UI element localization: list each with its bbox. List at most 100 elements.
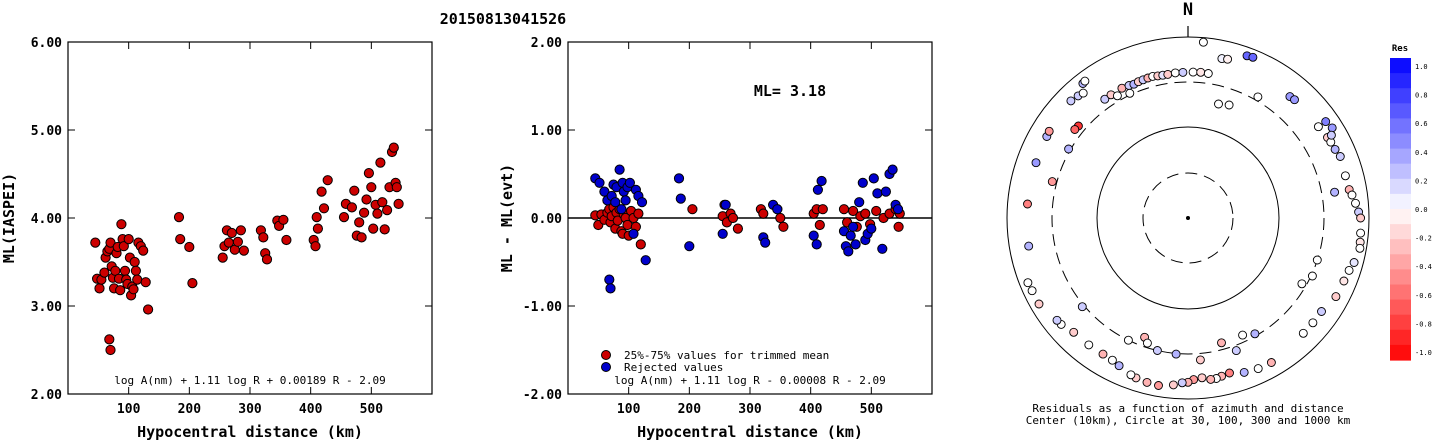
- colorbar-segment: [1390, 163, 1411, 180]
- residual-point: [1070, 125, 1080, 134]
- plot1-point: [372, 208, 383, 219]
- plot2-ml-annotation: ML= 3.18: [754, 82, 826, 100]
- colorbar-segment: [1390, 224, 1411, 240]
- plot1-ytick-label: 2.00: [31, 388, 62, 403]
- plot2-point: [868, 173, 879, 184]
- plot1-point: [132, 274, 143, 285]
- plot2-point: [628, 228, 639, 239]
- page-title: 20150813041526: [440, 10, 566, 28]
- plot1-point: [232, 236, 243, 247]
- plot1-axes: 100 200 300 400 500 2.00 3.00 4.00 5.00 6.00: [31, 36, 432, 417]
- colorbar-label: -0.8: [1415, 320, 1432, 328]
- plot2-point: [635, 239, 646, 250]
- colorbar-segment: [1390, 269, 1411, 286]
- colorbar-label: 0.0: [1415, 206, 1428, 214]
- plot2-point: [758, 208, 769, 219]
- residual-point: [1114, 361, 1124, 371]
- residual-point: [1107, 355, 1117, 365]
- plot1-xtick-label: 500: [360, 402, 384, 417]
- plot1-formula: log A(nm) + 1.11 log R + 0.00189 R - 2.0…: [114, 374, 386, 387]
- plot2-ytick-label: 1.00: [531, 124, 562, 139]
- plot2-xtick-label: 500: [860, 402, 884, 417]
- plot2-point: [808, 230, 819, 241]
- plot1-point: [316, 186, 327, 197]
- ring-300km: [1051, 81, 1325, 355]
- legend-rejected-marker: [601, 362, 611, 372]
- plot1-point: [322, 175, 333, 186]
- plot2-xtick-label: 100: [617, 402, 641, 417]
- residual-point: [1123, 335, 1133, 345]
- caption-line-2: Center (10km), Circle at 30, 100, 300 an…: [1026, 414, 1351, 427]
- plot2-point: [675, 193, 686, 204]
- residual-point: [1307, 271, 1317, 281]
- residual-point: [1297, 279, 1307, 289]
- residual-point: [1178, 67, 1188, 77]
- plot2-point: [817, 204, 828, 215]
- residual-point: [1206, 374, 1216, 384]
- residual-point: [1034, 299, 1044, 309]
- plot3-points: [1023, 37, 1366, 390]
- ring-1000km: [1006, 36, 1370, 400]
- residual-point: [1231, 346, 1241, 356]
- residual-point: [1248, 52, 1258, 62]
- residual-point: [1195, 355, 1205, 365]
- legend-accepted-marker: [601, 350, 611, 360]
- plot1-xtick-label: 400: [299, 402, 323, 417]
- residual-point: [1024, 241, 1034, 251]
- plot2-point: [732, 223, 744, 234]
- residual-point: [1330, 144, 1340, 154]
- residual-point: [1066, 96, 1076, 106]
- residual-point: [1044, 126, 1054, 136]
- residual-point: [1168, 380, 1178, 390]
- plot1-point: [175, 234, 186, 245]
- plot2-point: [687, 204, 698, 215]
- residual-point: [1321, 117, 1331, 127]
- plot2-xlabel: Hypocentral distance (km): [637, 423, 863, 441]
- plot1-point: [143, 304, 154, 315]
- plot1-point: [318, 203, 330, 214]
- colorbar-segment: [1390, 133, 1411, 150]
- panel-residual-vs-distance: 100 200 300 400 500 -2.00 -1.00 0.00 1.00 2.00 Hy…: [498, 36, 933, 441]
- residual-point: [1152, 346, 1162, 355]
- plot2-point: [872, 188, 883, 199]
- plot2-point: [616, 204, 627, 215]
- plot1-points: [90, 142, 404, 356]
- plot1-point: [368, 223, 379, 234]
- plot1-point: [354, 217, 365, 228]
- plot2-point: [772, 204, 783, 215]
- residual-point: [1313, 122, 1323, 132]
- legend-rejected-label: Rejected values: [624, 361, 723, 374]
- plot1-ytick-label: 5.00: [31, 124, 62, 139]
- plot1-point: [312, 223, 323, 234]
- residual-point: [1317, 307, 1326, 316]
- colorbar: 1.0 0.8 0.6 0.4 0.2 0.0 -0.2 -0.4 -0.6 -0.8 -1.0: [1390, 58, 1432, 361]
- plot1-ylabel: ML(IASPEI): [0, 173, 18, 263]
- residual-point: [1023, 199, 1032, 209]
- residual-point: [1125, 88, 1135, 98]
- residual-point: [1126, 370, 1136, 380]
- residual-point: [1142, 377, 1152, 387]
- residual-point: [1356, 228, 1366, 238]
- residual-point: [1355, 243, 1365, 253]
- plot1-point: [258, 232, 269, 243]
- plot2-points: [590, 164, 905, 294]
- panel-ml-vs-distance: 100 200 300 400 500 2.00 3.00 4.00 5.00 6.00 Hypo…: [0, 36, 433, 441]
- plot2-point: [838, 204, 850, 215]
- residual-point: [1069, 327, 1079, 337]
- colorbar-segment: [1390, 58, 1411, 74]
- colorbar-segment: [1390, 329, 1411, 346]
- colorbar-label: 1.0: [1415, 63, 1428, 71]
- plot2-point: [673, 173, 685, 184]
- plot2-point: [843, 246, 854, 257]
- residual-point: [1031, 158, 1041, 168]
- colorbar-label: -0.6: [1415, 292, 1432, 300]
- residual-point: [1080, 76, 1090, 86]
- residual-point: [1052, 315, 1062, 325]
- plot2-point: [684, 241, 695, 252]
- colorbar-label: -1.0: [1415, 349, 1432, 357]
- plot2-point: [599, 186, 610, 197]
- plot1-point: [278, 214, 289, 225]
- plot1-point: [363, 168, 374, 179]
- colorbar-segment: [1390, 209, 1411, 225]
- residual-point: [1084, 340, 1094, 350]
